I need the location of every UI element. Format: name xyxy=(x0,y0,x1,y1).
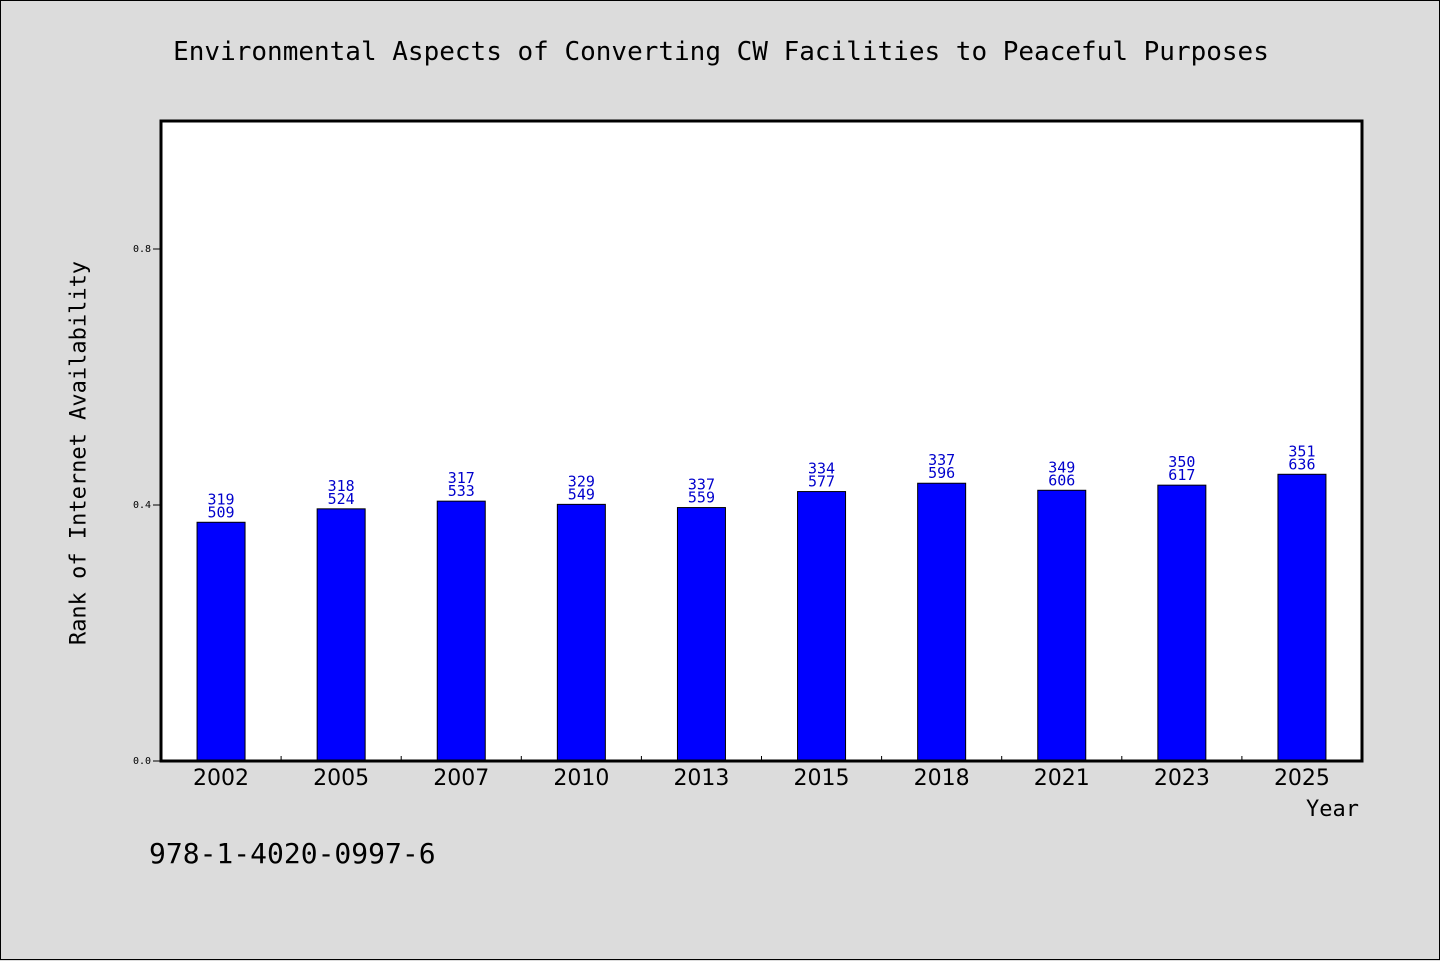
bar xyxy=(436,500,486,762)
bar-label-top: 351 xyxy=(1288,442,1315,460)
bar-label-top: 337 xyxy=(688,476,715,494)
bar-label-bottom: 549 xyxy=(568,485,595,503)
y-tick-label: 0.0 xyxy=(133,756,151,767)
y-tick-label: 0.8 xyxy=(133,244,151,255)
bar xyxy=(676,507,726,762)
bar xyxy=(196,521,246,762)
bar-label-top: 337 xyxy=(928,451,955,469)
x-axis-label: Year xyxy=(1306,797,1359,822)
chart-title: Environmental Aspects of Converting CW F… xyxy=(173,37,1269,67)
x-tick-label: 2021 xyxy=(1034,766,1090,791)
bar-label-top: 319 xyxy=(208,490,235,508)
x-tick-label: 2023 xyxy=(1154,766,1210,791)
bar xyxy=(1037,489,1087,762)
bar xyxy=(316,508,366,762)
y-tick-label: 0.4 xyxy=(133,500,151,511)
x-tick-label: 2010 xyxy=(553,766,609,791)
bar xyxy=(1277,473,1327,762)
x-tick-label: 2018 xyxy=(914,766,970,791)
x-tick-label: 2015 xyxy=(794,766,850,791)
bar-label-top: 334 xyxy=(808,460,835,478)
x-tick-label: 2013 xyxy=(673,766,729,791)
x-tick-label: 2002 xyxy=(193,766,249,791)
bar-label-bottom: 596 xyxy=(928,464,955,482)
x-tick-label: 2007 xyxy=(433,766,489,791)
bar-label-top: 318 xyxy=(328,477,355,495)
bar-label-top: 350 xyxy=(1168,453,1195,471)
bar xyxy=(797,491,847,762)
bar-label-bottom: 606 xyxy=(1048,471,1075,489)
bar-label-top: 329 xyxy=(568,472,595,490)
bar-label-bottom: 617 xyxy=(1168,466,1195,484)
bar xyxy=(1157,484,1207,762)
bar-label-bottom: 533 xyxy=(448,482,475,500)
bar xyxy=(556,503,606,762)
bar-label-bottom: 524 xyxy=(328,490,355,508)
bar-label-bottom: 636 xyxy=(1288,455,1315,473)
x-tick-label: 2025 xyxy=(1274,766,1330,791)
x-tick-label: 2005 xyxy=(313,766,369,791)
bar xyxy=(917,482,967,762)
isbn-footer: 978-1-4020-0997-6 xyxy=(149,837,436,870)
bar-label-top: 349 xyxy=(1048,458,1075,476)
bar-label-bottom: 577 xyxy=(808,473,835,491)
bar-label-top: 317 xyxy=(448,469,475,487)
bar-label-bottom: 559 xyxy=(688,489,715,507)
plot-frame xyxy=(159,119,1364,763)
bar-label-bottom: 509 xyxy=(208,503,235,521)
